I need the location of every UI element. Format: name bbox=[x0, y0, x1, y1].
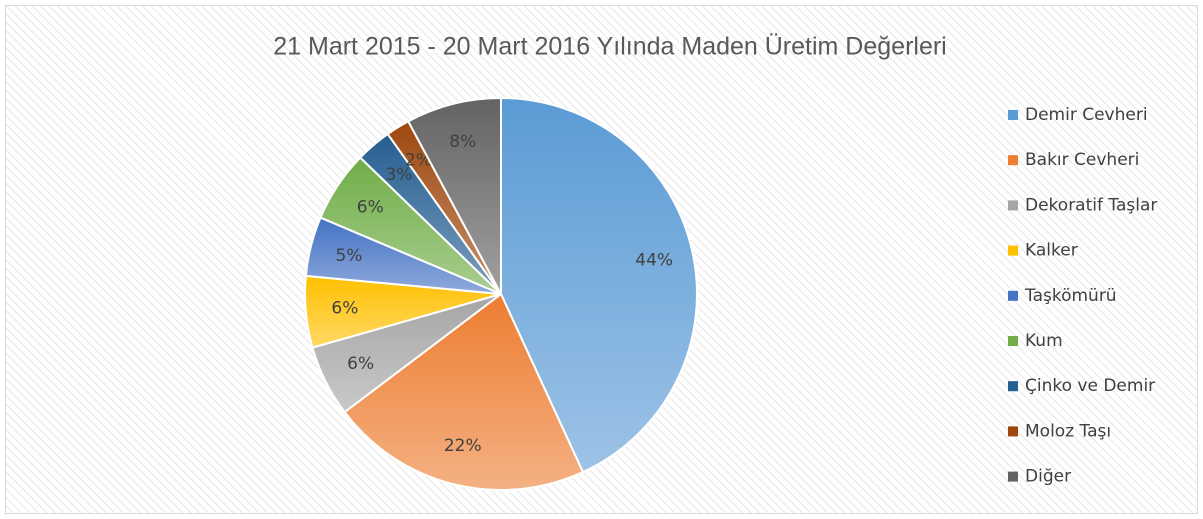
legend-swatch bbox=[1008, 200, 1018, 211]
legend-swatch bbox=[1008, 290, 1018, 301]
legend-swatch bbox=[1008, 381, 1018, 392]
data-label: 6% bbox=[357, 197, 384, 217]
data-label: 6% bbox=[347, 354, 374, 374]
legend-swatch bbox=[1008, 336, 1018, 346]
legend-swatch bbox=[1008, 426, 1018, 437]
data-label: 8% bbox=[449, 132, 476, 152]
legend-label: Bakır Cevheri bbox=[1025, 150, 1139, 170]
pie-slice bbox=[500, 96, 698, 474]
chart-title: 21 Mart 2015 - 20 Mart 2016 Yılında Made… bbox=[273, 33, 947, 61]
legend-label: Moloz Taşı bbox=[1025, 421, 1111, 441]
legend-swatch bbox=[1008, 471, 1018, 482]
legend-swatch bbox=[1008, 245, 1018, 256]
legend-label: Taşkömürü bbox=[1024, 286, 1117, 306]
legend-label: Demir Cevheri bbox=[1025, 105, 1148, 125]
data-label: 22% bbox=[444, 436, 482, 456]
legend-label: Çinko ve Demir bbox=[1025, 376, 1155, 396]
data-label: 5% bbox=[335, 246, 362, 266]
legend-label: Dekoratif Taşlar bbox=[1025, 195, 1157, 215]
pie-slice bbox=[406, 96, 502, 295]
legend-swatch bbox=[1008, 155, 1018, 166]
data-label: 2% bbox=[405, 151, 432, 171]
legend-label: Diğer bbox=[1025, 467, 1071, 487]
legend-swatch bbox=[1008, 110, 1018, 120]
data-label: 3% bbox=[385, 165, 412, 185]
data-label: 6% bbox=[331, 298, 358, 318]
data-label: 44% bbox=[635, 250, 673, 270]
legend-label: Kalker bbox=[1025, 241, 1078, 261]
legend-label: Kum bbox=[1025, 331, 1063, 351]
pie-slice bbox=[343, 292, 585, 491]
